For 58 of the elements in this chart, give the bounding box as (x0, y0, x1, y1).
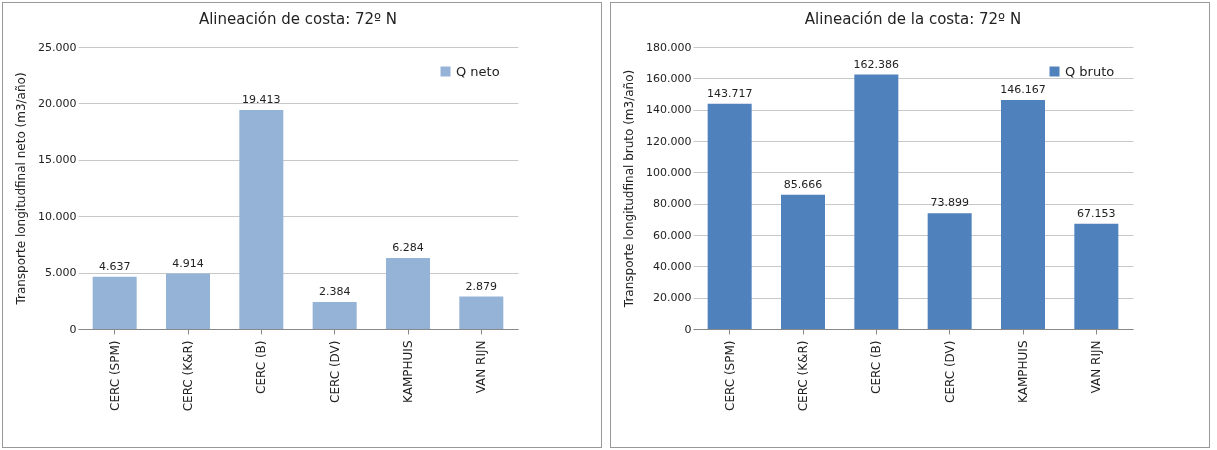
y-axis-title: Transporte longitudfinal bruto (m3/año) (622, 69, 637, 309)
y-tick-label: 15.000 (38, 153, 77, 167)
x-tick-label: CERC (K&R) (181, 340, 195, 412)
y-tick-label: 60.000 (653, 228, 692, 242)
bar (1074, 223, 1119, 329)
data-label: 6.284 (392, 241, 424, 255)
y-tick-label: 10.000 (38, 209, 77, 223)
y-tick-label: 20.000 (653, 291, 692, 305)
y-axis-title: Transporte longitudfinal neto (m3/año) (14, 72, 29, 306)
data-label: 162.386 (853, 57, 900, 71)
legend-label: Q bruto (1065, 63, 1115, 79)
data-label: 19.413 (242, 93, 281, 107)
data-label: 73.899 (930, 196, 969, 210)
y-tick-label: 160.000 (646, 71, 692, 85)
x-tick-label: CERC (B) (254, 340, 269, 394)
x-tick-label: CERC (SPM) (107, 340, 122, 411)
bar (92, 276, 137, 329)
data-label: 4.637 (98, 259, 131, 273)
bar (1001, 100, 1045, 329)
x-tick-label: KAMPHUIS (401, 340, 415, 403)
x-tick-label: VAN RIJN (474, 340, 489, 394)
bar (854, 74, 899, 329)
bar (459, 296, 504, 329)
x-tick-label: CERC (DV) (327, 340, 342, 403)
bar (386, 258, 430, 329)
bar (781, 194, 825, 329)
y-tick-label: 20.000 (38, 96, 77, 110)
x-tick-label: CERC (B) (869, 340, 884, 394)
bar (239, 110, 284, 329)
x-tick-label: CERC (DV) (942, 340, 957, 403)
data-label: 146.167 (1000, 83, 1046, 97)
y-tick-label: 25.000 (38, 40, 77, 54)
y-tick-label: 40.000 (653, 259, 692, 273)
data-label: 4.914 (172, 256, 204, 270)
bar (927, 213, 972, 329)
x-tick-label: CERC (SPM) (722, 340, 737, 411)
chart-title: Alineación de la costa: 72º N (804, 10, 1022, 28)
y-tick-label: 0 (684, 322, 692, 336)
bar (707, 103, 752, 329)
y-tick-label: 0 (69, 322, 77, 336)
legend-label: Q neto (456, 63, 500, 79)
data-label: 67.153 (1077, 206, 1116, 220)
x-tick-label: CERC (K&R) (796, 340, 810, 412)
y-tick-label: 100.000 (646, 165, 692, 179)
data-label: 143.717 (706, 86, 753, 100)
y-tick-label: 120.000 (646, 134, 692, 148)
y-tick-label: 180.000 (646, 40, 692, 54)
x-tick-label: VAN RIJN (1089, 340, 1104, 394)
bar (166, 273, 210, 329)
data-label: 2.384 (318, 285, 351, 299)
data-label: 2.879 (465, 279, 498, 293)
y-tick-label: 80.000 (653, 197, 692, 211)
x-tick-label: KAMPHUIS (1016, 340, 1030, 403)
chart-title: Alineación de costa: 72º N (198, 10, 398, 28)
y-tick-label: 5.000 (45, 266, 77, 280)
y-tick-label: 140.000 (646, 103, 692, 117)
data-label: 85.666 (783, 177, 823, 191)
bar (312, 302, 357, 329)
